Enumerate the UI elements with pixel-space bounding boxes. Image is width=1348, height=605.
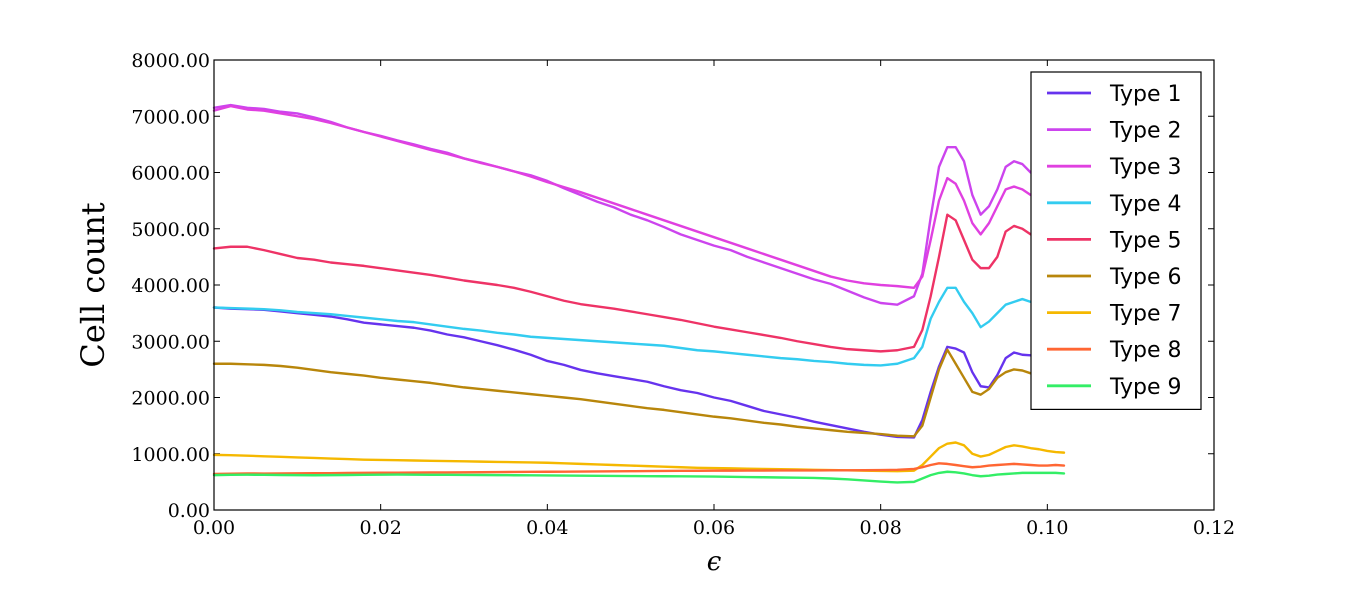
- y-tick-label: 2000.00: [131, 388, 210, 410]
- legend-label: Type 5: [1109, 228, 1182, 253]
- legend-label: Type 1: [1109, 82, 1182, 107]
- plot-frame: [213, 59, 1215, 511]
- legend-label: Type 3: [1109, 155, 1182, 180]
- x-tick-label: 0.08: [860, 517, 902, 539]
- series-line-type-4: [212, 286, 1066, 367]
- y-tick-label: 7000.00: [131, 106, 210, 128]
- y-tick-label: 5000.00: [131, 219, 210, 241]
- y-axis-label: Cell count: [74, 202, 112, 367]
- legend-label: Type 8: [1109, 338, 1182, 363]
- y-tick-label: 4000.00: [131, 275, 210, 297]
- series-line-type-7: [212, 441, 1066, 473]
- series-line-type-6: [212, 348, 1066, 438]
- series-line-type-8: [212, 462, 1066, 476]
- legend: Type 1 Type 2 Type 3 Type 4 Type 5 Type 6 Type…: [1030, 71, 1202, 410]
- series-lines: [212, 103, 1066, 484]
- x-tick-label: 0.06: [693, 517, 735, 539]
- legend-label: Type 7: [1109, 302, 1182, 327]
- legend-label: Type 4: [1109, 192, 1182, 217]
- x-tick-label: 0.00: [193, 517, 235, 539]
- x-tick-label: 0.10: [1026, 517, 1068, 539]
- x-tick-label: 0.04: [526, 517, 568, 539]
- y-tick-label: 1000.00: [131, 444, 210, 466]
- series-line-type-2: [212, 103, 1066, 306]
- x-tick-label: 0.12: [1193, 517, 1235, 539]
- axis-ticks: 0.00 0.02 0.04 0.06 0.08 0.10 0.12 0.00 1000.00 2…: [131, 50, 1235, 539]
- legend-label: Type 6: [1109, 265, 1182, 290]
- legend-label: Type 2: [1109, 119, 1182, 144]
- y-tick-label: 0.00: [168, 500, 210, 522]
- x-tick-label: 0.02: [360, 517, 402, 539]
- y-tick-label: 3000.00: [131, 331, 210, 353]
- legend-label: Type 9: [1109, 375, 1182, 400]
- series-line-type-5: [212, 213, 1066, 353]
- x-axis-label: ϵ: [707, 547, 722, 577]
- series-line-type-1: [212, 306, 1066, 439]
- y-tick-label: 8000.00: [131, 50, 210, 72]
- series-line-type-9: [212, 470, 1066, 484]
- series-line-type-3: [212, 104, 1066, 290]
- y-tick-label: 6000.00: [131, 163, 210, 185]
